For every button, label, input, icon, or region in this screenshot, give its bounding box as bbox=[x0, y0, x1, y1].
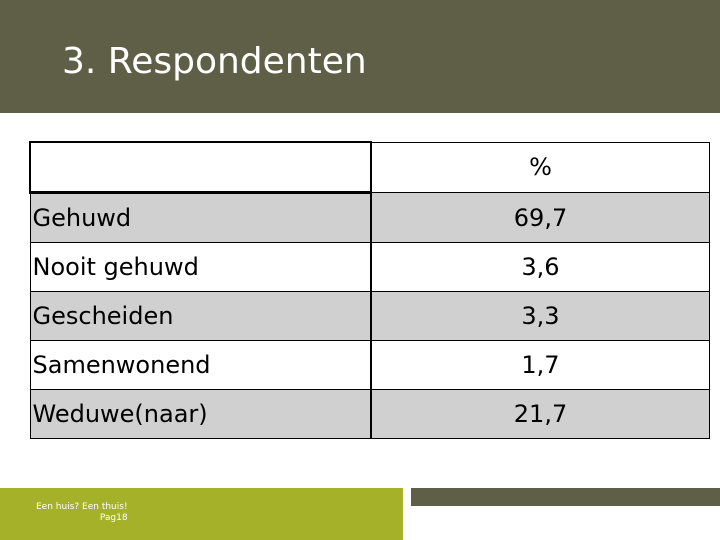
header-label-cell bbox=[29, 141, 371, 194]
row-label: Weduwe(naar) bbox=[29, 389, 371, 439]
table-row: Nooit gehuwd 3,6 bbox=[29, 242, 710, 292]
row-value: 1,7 bbox=[370, 340, 710, 390]
footer-tagline: Een huis? Een thuis! bbox=[36, 502, 128, 512]
row-value: 3,6 bbox=[370, 242, 710, 292]
slide-header: 3. Respondenten bbox=[0, 0, 720, 113]
footer-dark-bar bbox=[411, 488, 720, 506]
row-value: 21,7 bbox=[370, 389, 710, 439]
table-row: Gescheiden 3,3 bbox=[29, 291, 710, 341]
row-value: 69,7 bbox=[370, 192, 710, 243]
row-value: 3,3 bbox=[370, 291, 710, 341]
table-row: Weduwe(naar) 21,7 bbox=[29, 389, 710, 439]
row-label: Gehuwd bbox=[29, 192, 371, 243]
row-label: Nooit gehuwd bbox=[29, 242, 371, 292]
row-label: Samenwonend bbox=[29, 340, 371, 390]
respondents-table: % Gehuwd 69,7 Nooit gehuwd 3,6 Gescheide… bbox=[29, 141, 710, 439]
footer-accent-bar bbox=[0, 488, 403, 540]
row-label: Gescheiden bbox=[29, 291, 371, 341]
table-row: Samenwonend 1,7 bbox=[29, 340, 710, 390]
header-percent-cell: % bbox=[370, 141, 710, 193]
slide-title: 3. Respondenten bbox=[62, 41, 367, 82]
table-row: Gehuwd 69,7 bbox=[29, 192, 710, 243]
table-header-row: % bbox=[29, 141, 710, 194]
page-number: Pag18 bbox=[99, 513, 128, 523]
footer-text: Een huis? Een thuis! Pag18 bbox=[36, 502, 128, 524]
